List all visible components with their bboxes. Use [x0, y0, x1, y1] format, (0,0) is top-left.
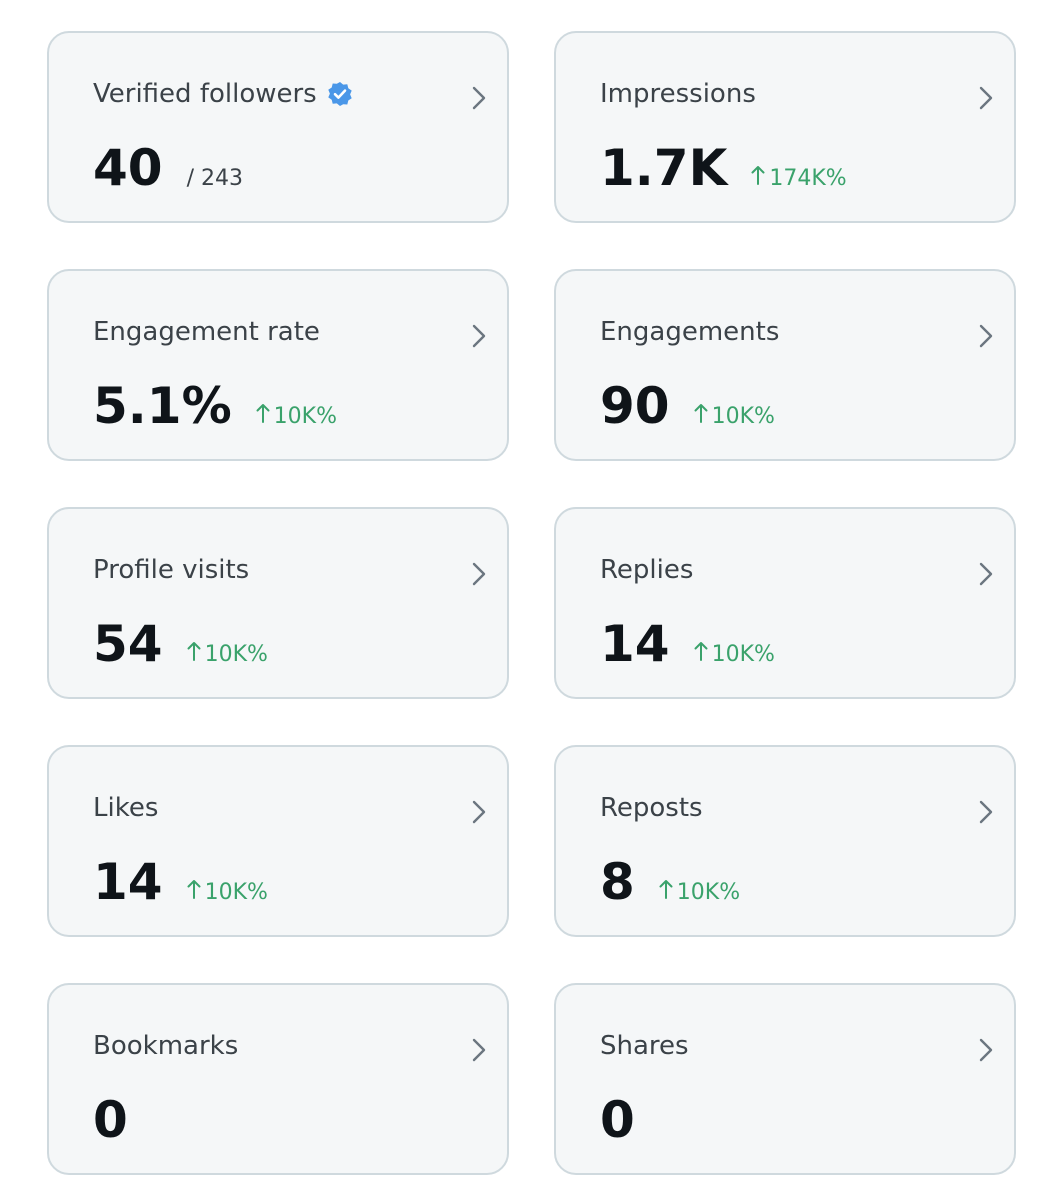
chevron-right — [472, 324, 486, 348]
chevron-right — [979, 1038, 993, 1062]
metric-value-row: 14 10K% — [600, 615, 775, 673]
metric-card[interactable]: Profile visits 54 10K% — [47, 507, 509, 699]
metric-change: 10K% — [256, 403, 337, 429]
metric-change: 10K% — [659, 879, 740, 905]
metric-value-row: 5.1% 10K% — [93, 377, 337, 435]
up-arrow — [256, 404, 270, 423]
up-arrow — [694, 642, 708, 661]
metric-change-text: 10K% — [273, 404, 337, 429]
chevron-right — [472, 86, 486, 110]
chevron-right — [979, 800, 993, 824]
metric-label: Profile visits — [93, 555, 250, 585]
up-arrow — [694, 404, 708, 423]
metric-label: Verified followers — [93, 79, 317, 109]
metric-change: 10K% — [694, 403, 775, 429]
metric-card[interactable]: Engagement rate 5.1% 10K% — [47, 269, 509, 461]
metric-change: 10K% — [187, 879, 268, 905]
metric-label-row: Engagement rate — [93, 317, 320, 347]
metric-label: Engagement rate — [93, 317, 320, 347]
verified-badge — [328, 82, 352, 106]
metric-value-row: 8 10K% — [600, 853, 740, 911]
chevron-right — [979, 86, 993, 110]
metric-card[interactable]: Verified followers 40 / 243 — [47, 31, 509, 223]
metric-value-row: 40 / 243 — [93, 139, 243, 197]
metric-value-row: 0 — [93, 1091, 128, 1149]
metric-value-row: 90 10K% — [600, 377, 775, 435]
metric-change-text: 10K% — [204, 642, 268, 667]
metric-value: 0 — [93, 1091, 128, 1149]
metric-label-row: Likes — [93, 793, 158, 823]
metric-card[interactable]: Replies 14 10K% — [554, 507, 1016, 699]
metric-card[interactable]: Likes 14 10K% — [47, 745, 509, 937]
metric-value: 14 — [600, 615, 670, 673]
metric-label: Shares — [600, 1031, 689, 1061]
chevron-right — [472, 1038, 486, 1062]
metric-value: 0 — [600, 1091, 635, 1149]
chevron-right — [472, 800, 486, 824]
metric-value-row: 1.7K 174K% — [600, 139, 847, 197]
metric-change-text: 10K% — [711, 404, 775, 429]
metric-change: 10K% — [694, 641, 775, 667]
metric-label: Likes — [93, 793, 159, 823]
metric-change-text: 10K% — [711, 642, 775, 667]
metric-value: 40 — [93, 139, 163, 197]
metric-value-row: 14 10K% — [93, 853, 268, 911]
metric-card[interactable]: Reposts 8 10K% — [554, 745, 1016, 937]
metric-label: Reposts — [600, 793, 703, 823]
metric-label-row: Reposts — [600, 793, 703, 823]
metric-label-row: Replies — [600, 555, 693, 585]
metric-label: Replies — [600, 555, 694, 585]
up-arrow — [659, 880, 673, 899]
metric-label: Engagements — [600, 317, 780, 347]
metric-change-text: 10K% — [676, 880, 741, 905]
up-arrow — [187, 880, 201, 899]
metric-card[interactable]: Shares 0 — [554, 983, 1016, 1175]
metric-card[interactable]: Impressions 1.7K 174K% — [554, 31, 1016, 223]
metric-label-row: Profile visits — [93, 555, 249, 585]
chevron-right — [979, 324, 993, 348]
metric-label: Bookmarks — [93, 1031, 239, 1061]
metric-label: Impressions — [600, 79, 756, 109]
metric-value: 14 — [93, 853, 163, 911]
up-arrow — [751, 166, 765, 185]
metric-card[interactable]: Engagements 90 10K% — [554, 269, 1016, 461]
metric-value: 1.7K — [600, 139, 728, 197]
metric-label-row: Verified followers — [93, 79, 353, 109]
metric-value-row: 0 — [600, 1091, 635, 1149]
metric-label-row: Engagements — [600, 317, 779, 347]
chevron-right — [472, 562, 486, 586]
metric-value: 54 — [93, 615, 163, 673]
metric-change: 174K% — [751, 165, 847, 191]
metric-total: / 243 — [186, 166, 243, 191]
up-arrow — [187, 642, 201, 661]
metric-value-row: 54 10K% — [93, 615, 268, 673]
metric-card[interactable]: Bookmarks 0 — [47, 983, 509, 1175]
metric-value: 5.1% — [93, 377, 232, 435]
metric-value: 8 — [600, 853, 635, 911]
metric-label-row: Shares — [600, 1031, 689, 1061]
metric-label-row: Impressions — [600, 79, 756, 109]
metric-change: 10K% — [187, 641, 268, 667]
metric-value: 90 — [600, 377, 670, 435]
metric-label-row: Bookmarks — [93, 1031, 238, 1061]
metric-change-text: 10K% — [204, 880, 268, 905]
metric-change-text: 174K% — [769, 166, 847, 191]
chevron-right — [979, 562, 993, 586]
